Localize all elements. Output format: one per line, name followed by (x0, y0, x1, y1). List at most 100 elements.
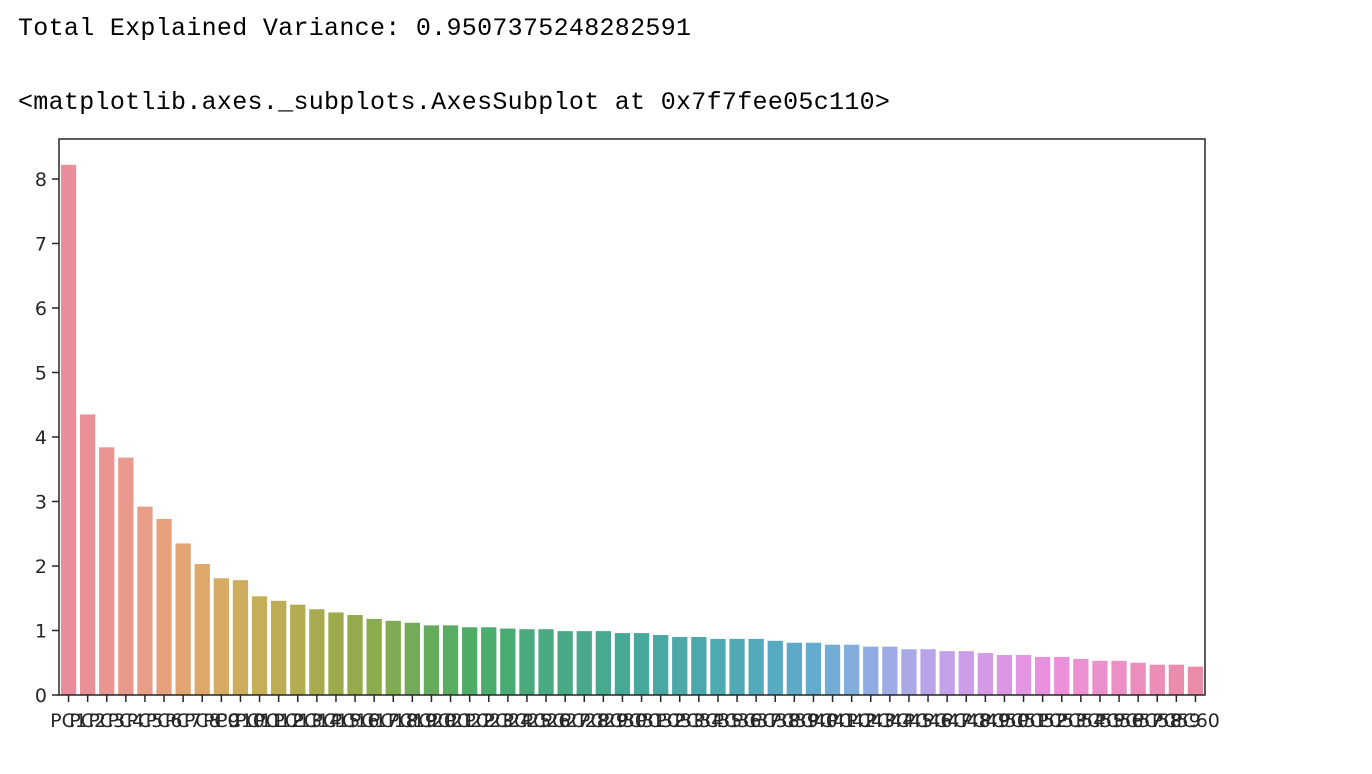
x-tick-label: PC22 (445, 710, 494, 732)
x-tick-label: PC52 (1018, 710, 1067, 732)
bar-PC7 (175, 543, 191, 695)
bar-PC38 (767, 640, 783, 695)
x-tick-label: PC51 (999, 710, 1048, 732)
bar-PC44 (882, 646, 898, 695)
bar-PC18 (385, 620, 401, 695)
bar-PC40 (805, 642, 822, 695)
bar-PC24 (500, 628, 516, 695)
bar-PC25 (519, 629, 535, 695)
x-tick-label: PC12 (254, 710, 303, 732)
x-tick-label: PC48 (942, 710, 991, 732)
x-tick-label: PC45 (884, 710, 933, 732)
x-tick-label: PC60 (1171, 710, 1220, 732)
x-tick-label: PC30 (598, 710, 647, 732)
bar-PC32 (653, 635, 669, 695)
bar-PC16 (347, 615, 363, 695)
x-tick-label: PC20 (407, 710, 456, 732)
x-tick-label: PC11 (235, 710, 284, 732)
x-tick-label: PC41 (808, 710, 857, 732)
bar-PC31 (633, 633, 650, 695)
x-tick-label: PC27 (541, 710, 590, 732)
x-tick-label: PC39 (770, 710, 819, 732)
x-tick-label: PC26 (522, 710, 571, 732)
explained-variance-output: Total Explained Variance: 0.950737524828… (18, 14, 692, 43)
bar-PC43 (863, 646, 879, 695)
x-tick-label: PC31 (617, 710, 666, 732)
x-tick-label: PC43 (846, 710, 895, 732)
x-tick-label: PC3 (88, 710, 125, 732)
x-tick-label: PC55 (1075, 710, 1124, 732)
bar-PC1 (60, 164, 77, 696)
y-tick-label: 0 (35, 685, 47, 707)
bar-PC4 (118, 457, 134, 695)
bar-PC20 (423, 625, 440, 695)
bar-PC27 (557, 631, 573, 695)
x-tick-label: PC42 (827, 710, 876, 732)
x-tick-label: PC29 (579, 710, 628, 732)
y-tick-label: 5 (35, 362, 47, 384)
bar-PC59 (1168, 664, 1184, 695)
y-tick-label: 1 (35, 620, 47, 642)
bar-PC54 (1073, 658, 1089, 695)
x-tick-label: PC4 (107, 710, 144, 732)
x-tick-label: PC46 (904, 710, 953, 732)
bar-PC13 (290, 604, 306, 695)
bar-PC50 (996, 655, 1013, 695)
y-tick-label: 4 (35, 427, 47, 449)
bar-PC48 (958, 651, 974, 695)
y-tick-label: 7 (35, 233, 47, 255)
bar-PC36 (729, 638, 745, 695)
x-tick-label: PC18 (369, 710, 418, 732)
x-tick-label: PC33 (655, 710, 704, 732)
x-tick-label: PC2 (69, 710, 106, 732)
y-axis: 0 1 2 3 4 5 6 7 8 (35, 169, 59, 707)
bar-PC11 (251, 596, 268, 695)
bar-PC17 (366, 618, 382, 695)
x-tick-label: PC8 (184, 710, 221, 732)
x-tick-label: PC24 (483, 710, 532, 732)
bar-PC6 (156, 518, 172, 695)
axes-repr-output: <matplotlib.axes._subplots.AxesSubplot a… (18, 88, 891, 117)
x-tick-label: PC14 (292, 710, 341, 732)
x-tick-label: PC6 (146, 710, 183, 732)
bar-PC46 (920, 649, 936, 695)
bar-PC37 (748, 638, 764, 695)
x-tick-label: PC36 (713, 710, 762, 732)
bar-PC26 (538, 629, 554, 695)
bar-PC21 (442, 625, 459, 695)
x-tick-label: PC37 (732, 710, 781, 732)
x-tick-label: PC28 (560, 710, 609, 732)
bar-PC47 (939, 651, 955, 695)
x-tick-label: PC53 (1037, 710, 1086, 732)
x-tick-label: PC23 (464, 710, 513, 732)
bar-PC35 (710, 638, 726, 695)
plot-frame (58, 138, 1206, 696)
bar-PC8 (194, 564, 210, 695)
bar-PC5 (137, 506, 153, 695)
x-tick-label: PC40 (789, 710, 838, 732)
x-tick-label: PC1 (50, 710, 87, 732)
x-tick-label: PC56 (1095, 710, 1144, 732)
bar-PC14 (309, 609, 325, 695)
x-tick-label: PC54 (1056, 710, 1105, 732)
bar-PC49 (977, 653, 993, 695)
bar-PC30 (614, 633, 631, 695)
bar-PC56 (1111, 660, 1127, 695)
x-tick-label: PC13 (273, 710, 322, 732)
x-tick-label: PC7 (165, 710, 202, 732)
x-tick-label: PC34 (674, 710, 723, 732)
bar-PC12 (271, 600, 287, 695)
x-tick-label: PC17 (350, 710, 399, 732)
x-tick-label: PC35 (693, 710, 742, 732)
x-tick-label: PC16 (331, 710, 380, 732)
x-tick-label: PC19 (388, 710, 437, 732)
bar-PC19 (404, 622, 420, 695)
y-tick-label: 8 (35, 169, 47, 191)
x-tick-label: PC44 (865, 710, 914, 732)
x-axis: PC1PC2PC3PC4PC5PC6PC7PC8PC9PC10PC11PC12P… (50, 695, 1220, 732)
x-tick-label: PC10 (216, 710, 265, 732)
bar-PC3 (99, 447, 115, 695)
bar-PC57 (1130, 662, 1146, 695)
x-tick-label: PC47 (923, 710, 972, 732)
